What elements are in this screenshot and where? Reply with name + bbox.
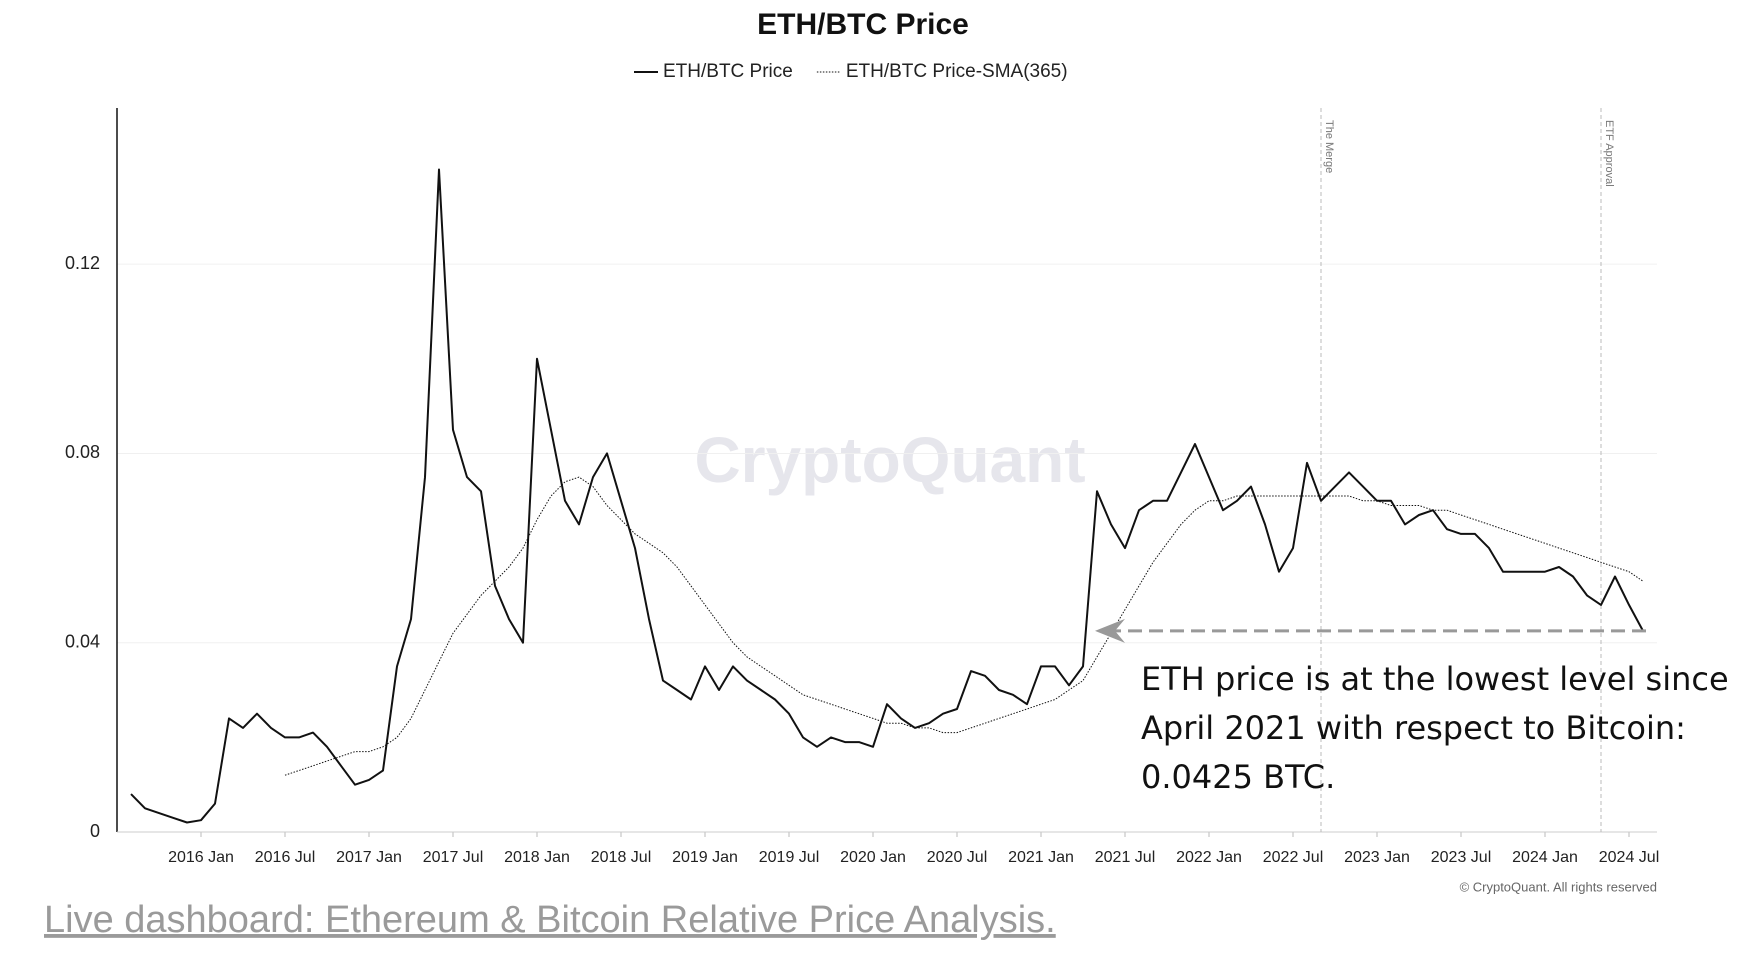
x-tick-label: 2016 Jul <box>255 849 316 866</box>
y-tick-label: 0 <box>90 821 100 841</box>
x-tick-label: 2020 Jul <box>927 849 988 866</box>
y-tick-label: 0.12 <box>65 253 100 273</box>
annotation-text: ETH price is at the lowest level since <box>1141 660 1729 698</box>
x-tick-label: 2017 Jul <box>423 849 484 866</box>
arrow-head <box>1095 618 1125 643</box>
x-tick-label: 2022 Jul <box>1263 849 1324 866</box>
annotation-text: April 2021 with respect to Bitcoin: <box>1141 709 1686 747</box>
x-tick-label: 2019 Jan <box>672 849 738 866</box>
x-tick-label: 2018 Jan <box>504 849 570 866</box>
x-tick-label: 2023 Jul <box>1431 849 1492 866</box>
x-tick-label: 2024 Jul <box>1599 849 1660 866</box>
x-tick-label: 2016 Jan <box>168 849 234 866</box>
legend: ETH/BTC Price ETH/BTC Price-SMA(365) <box>634 61 1068 82</box>
x-tick-label: 2024 Jan <box>1512 849 1578 866</box>
footer-link[interactable]: Live dashboard: Ethereum & Bitcoin Relat… <box>44 899 1056 941</box>
legend-label: ETH/BTC Price <box>663 61 793 82</box>
x-tick-label: 2021 Jan <box>1008 849 1074 866</box>
event-label: ETF Approval <box>1603 120 1615 187</box>
y-tick-label: 0.04 <box>65 631 100 651</box>
series-line <box>130 168 1644 824</box>
watermark: CryptoQuant <box>694 424 1085 496</box>
x-tick-label: 2017 Jan <box>336 849 402 866</box>
x-tick-label: 2018 Jul <box>591 849 652 866</box>
x-tick-label: 2020 Jan <box>840 849 906 866</box>
event-label: The Merge <box>1323 120 1335 173</box>
annotation-text: 0.0425 BTC. <box>1141 758 1335 796</box>
legend-label: ETH/BTC Price-SMA(365) <box>846 61 1068 82</box>
x-tick-label: 2021 Jul <box>1095 849 1156 866</box>
x-tick-label: 2022 Jan <box>1176 849 1242 866</box>
x-tick-label: 2019 Jul <box>759 849 820 866</box>
x-tick-label: 2023 Jan <box>1344 849 1410 866</box>
copyright: © CryptoQuant. All rights reserved <box>1460 879 1657 894</box>
y-tick-label: 0.08 <box>65 442 100 462</box>
chart-title: ETH/BTC Price <box>757 8 969 41</box>
